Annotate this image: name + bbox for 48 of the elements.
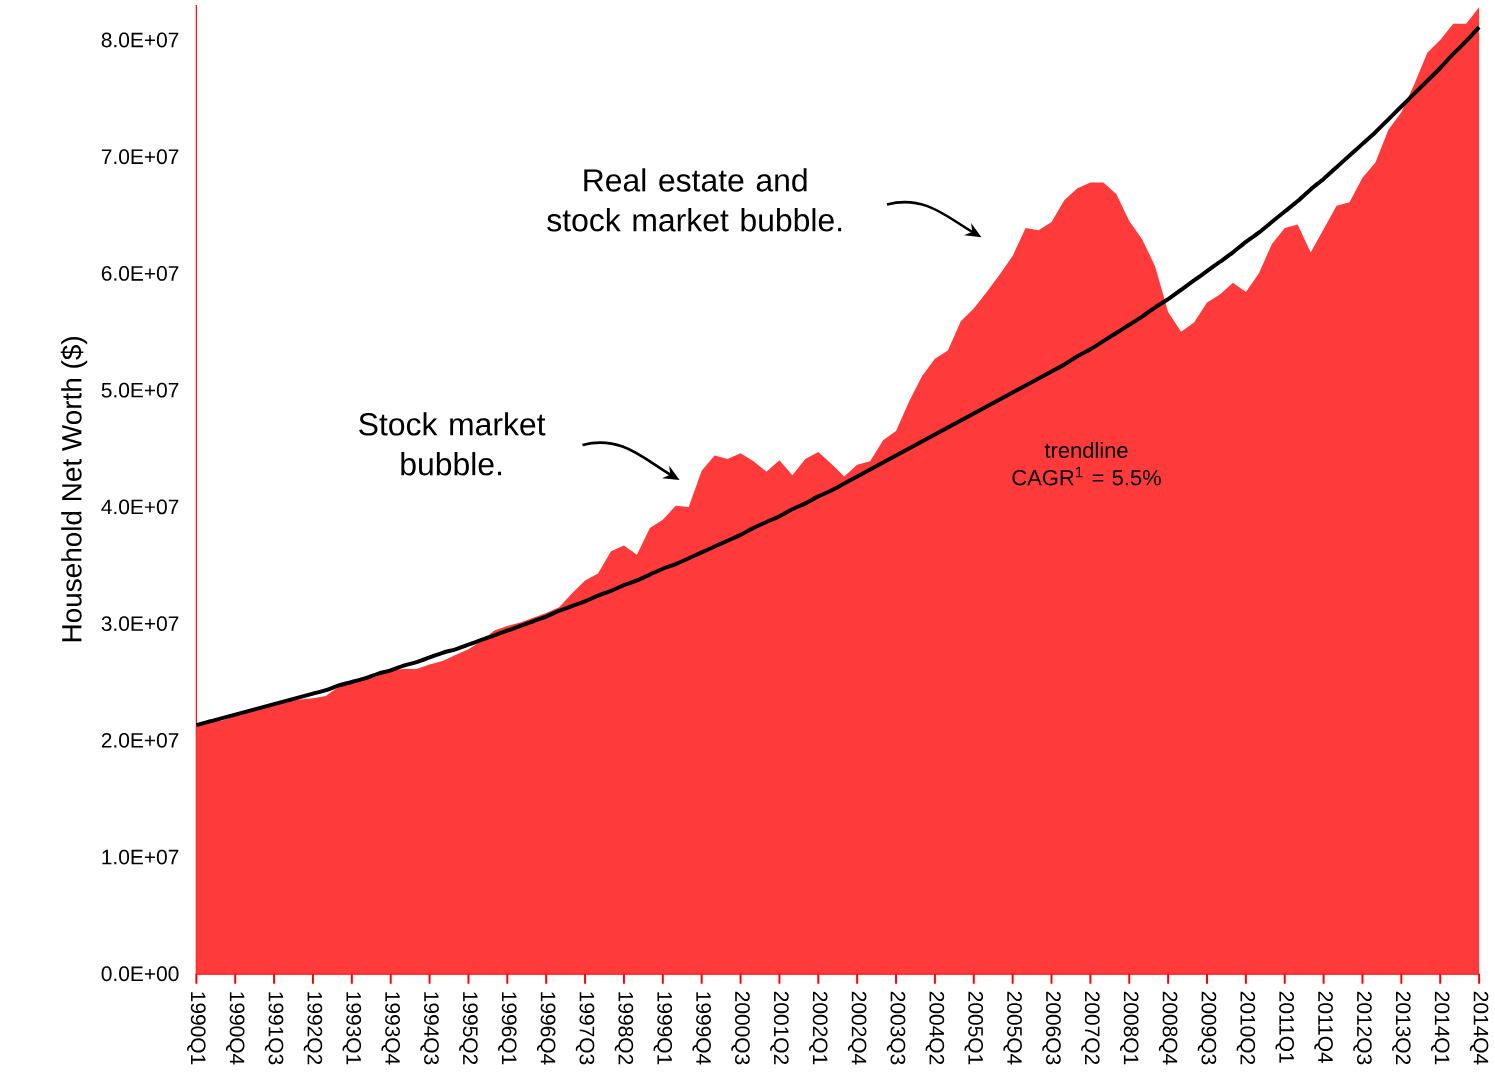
y-tick-label: 1.0E+07 <box>102 849 179 865</box>
y-tick-label: 3.0E+07 <box>101 615 179 631</box>
x-tick-label: 1996Q4 <box>536 992 556 1065</box>
x-tick-label: 1999Q4 <box>692 992 711 1065</box>
x-tick-label: 1995Q2 <box>459 992 478 1064</box>
x-tick-label: 2003Q3 <box>886 991 906 1065</box>
x-tick-label: 1991Q3 <box>264 992 284 1065</box>
annotation: trendline CAGR$^{1}$ = 5.5% <box>1012 441 1161 486</box>
y-axis-title: Household Net Worth ($) <box>60 336 88 641</box>
y-tick-label: 0.0E+00 <box>101 966 179 981</box>
x-tick-label: 2008Q1 <box>1119 991 1139 1064</box>
x-tick-label: 2001Q2 <box>770 991 789 1064</box>
y-tick-label: 8.0E+07 <box>101 32 179 48</box>
x-tick-label: 2009Q3 <box>1197 991 1217 1065</box>
x-tick-label: 2010Q2 <box>1236 991 1256 1064</box>
x-tick-label: 2002Q1 <box>809 991 828 1064</box>
x-tick-label: 2012Q3 <box>1353 991 1372 1065</box>
y-tick-label: 7.0E+07 <box>101 149 179 164</box>
x-tick-label: 1998Q2 <box>614 992 634 1064</box>
x-tick-label: 2005Q1 <box>964 991 984 1064</box>
x-tick-label: 1990Q4 <box>225 992 245 1065</box>
x-tick-label: 2005Q4 <box>1003 991 1022 1065</box>
x-tick-label: 1996Q1 <box>498 992 517 1064</box>
x-tick-label: 2000Q3 <box>731 991 750 1065</box>
x-tick-label: 2006Q3 <box>1042 991 1061 1065</box>
x-tick-label: 1997Q3 <box>575 992 595 1065</box>
y-tick-label: 6.0E+07 <box>101 265 179 281</box>
annotation: Stock market bubble. <box>359 412 546 476</box>
x-tick-label: 1990Q1 <box>187 992 206 1064</box>
x-tick-label: 1993Q1 <box>342 992 362 1064</box>
y-tick-label: 2.0E+07 <box>101 732 179 748</box>
x-tick-label: 2007Q2 <box>1081 991 1100 1064</box>
line-series <box>194 24 1482 727</box>
x-tick-label: 2004Q2 <box>925 991 945 1064</box>
x-tick-label: 2011Q4 <box>1314 991 1333 1063</box>
x-tick-label: 1993Q4 <box>381 992 400 1065</box>
y-tick-label: 5.0E+07 <box>101 382 179 398</box>
x-tick-label: 2013Q2 <box>1392 991 1411 1064</box>
x-tick-label: 2011Q1 <box>1275 991 1295 1063</box>
x-tick-label: 2002Q4 <box>847 991 867 1065</box>
x-tick-label: 1992Q2 <box>303 992 323 1064</box>
x-tick-label: 1999Q1 <box>653 992 673 1064</box>
annotation: Real estate and stock market bubble. <box>547 168 842 232</box>
x-tick-label: 1994Q3 <box>420 992 439 1065</box>
x-tick-label: 2014Q4 <box>1469 991 1489 1065</box>
x-tick-label: 2014Q1 <box>1430 991 1450 1064</box>
y-tick-label: 4.0E+07 <box>101 499 179 515</box>
x-tick-label: 2008Q4 <box>1158 991 1178 1065</box>
